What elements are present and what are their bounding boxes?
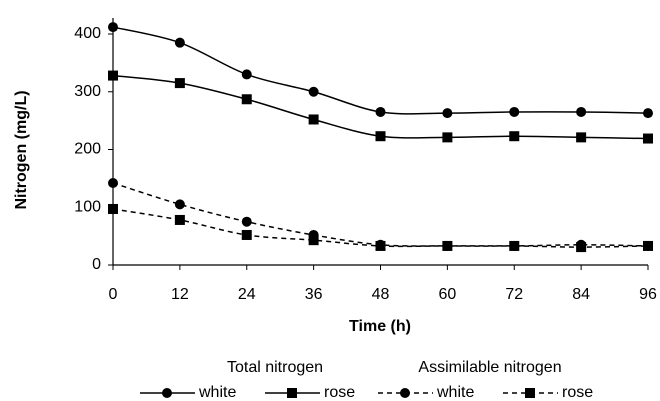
data-point bbox=[375, 106, 386, 117]
data-point bbox=[174, 37, 185, 48]
data-point bbox=[174, 214, 185, 225]
data-point bbox=[509, 240, 520, 251]
y-axis-label: Nitrogen (mg/L) bbox=[13, 90, 30, 209]
data-point bbox=[241, 94, 252, 105]
data-point bbox=[241, 229, 252, 240]
x-tick-label: 48 bbox=[372, 286, 390, 303]
legend-label: white bbox=[198, 384, 236, 401]
x-tick-label: 84 bbox=[572, 286, 590, 303]
y-tick-label: 200 bbox=[74, 141, 101, 158]
x-tick-label: 36 bbox=[305, 286, 323, 303]
legend-marker bbox=[287, 388, 297, 398]
data-point bbox=[108, 70, 118, 81]
legend-marker bbox=[400, 388, 410, 398]
data-point bbox=[643, 133, 653, 144]
x-tick-label: 60 bbox=[438, 286, 456, 303]
legend-marker bbox=[162, 388, 172, 398]
legend-group-title: Total nitrogen bbox=[227, 359, 323, 376]
data-point bbox=[643, 108, 653, 119]
data-point bbox=[174, 199, 185, 210]
y-tick-label: 300 bbox=[74, 83, 101, 100]
data-point bbox=[241, 69, 252, 80]
data-point bbox=[241, 216, 252, 227]
series-line bbox=[112, 182, 649, 247]
legend-label: rose bbox=[324, 384, 355, 401]
data-point bbox=[108, 177, 118, 188]
data-point bbox=[308, 235, 319, 246]
data-point bbox=[308, 86, 319, 97]
x-tick-label: 96 bbox=[639, 286, 657, 303]
data-point bbox=[576, 242, 587, 253]
legend-group-title: Assimilable nitrogen bbox=[418, 359, 561, 376]
legend-marker bbox=[525, 388, 535, 398]
legend-label: rose bbox=[562, 384, 593, 401]
legend-label: white bbox=[436, 384, 474, 401]
series-line bbox=[112, 26, 649, 115]
data-point bbox=[108, 22, 118, 33]
data-point bbox=[108, 203, 118, 214]
data-point bbox=[174, 78, 185, 89]
data-point bbox=[308, 114, 319, 125]
data-point bbox=[375, 131, 386, 142]
x-tick-label: 72 bbox=[505, 286, 523, 303]
data-point bbox=[576, 132, 587, 143]
y-tick-label: 400 bbox=[74, 25, 101, 42]
x-tick-label: 12 bbox=[171, 286, 189, 303]
x-axis-label: Time (h) bbox=[349, 318, 411, 335]
data-point bbox=[509, 106, 520, 117]
data-point bbox=[442, 108, 453, 119]
data-point bbox=[643, 240, 653, 251]
data-point bbox=[442, 132, 453, 143]
x-tick-label: 0 bbox=[109, 286, 118, 303]
data-point bbox=[375, 240, 386, 251]
y-tick-label: 0 bbox=[92, 256, 101, 273]
x-tick-label: 24 bbox=[238, 286, 256, 303]
y-tick-label: 100 bbox=[74, 198, 101, 215]
data-point bbox=[442, 240, 453, 251]
data-point bbox=[576, 106, 587, 117]
data-point bbox=[509, 131, 520, 142]
